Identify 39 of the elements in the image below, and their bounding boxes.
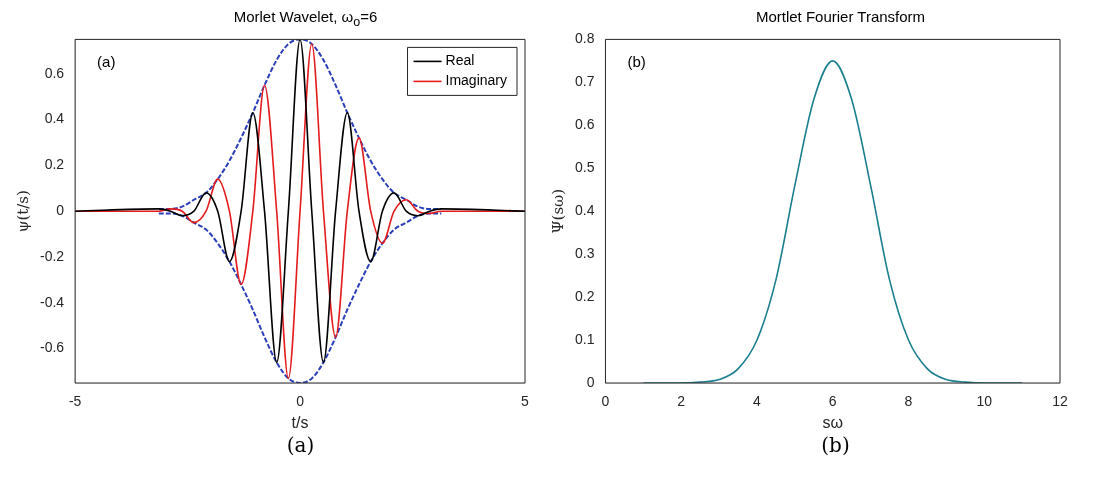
y-tick-label: 0.7 — [574, 73, 595, 90]
annotation: (b) — [626, 53, 646, 71]
line-series — [157, 212, 442, 383]
legend-label: Real — [445, 52, 474, 69]
x-tick-label: 2 — [676, 393, 685, 410]
y-tick-label: 0.6 — [44, 64, 64, 81]
y-tick-label: -0.6 — [39, 339, 64, 356]
y-tick-label: 0.4 — [574, 202, 595, 219]
y-tick-label: 0.2 — [44, 156, 64, 173]
y-axis-title: Ψ(sω) — [548, 188, 567, 234]
x-axis-title: sω — [821, 413, 843, 431]
annotation: (a) — [96, 53, 115, 71]
x-tick-label: 10 — [975, 393, 992, 410]
x-tick-label: 6 — [828, 393, 837, 410]
x-tick-label: 8 — [904, 393, 913, 410]
text: (b) — [820, 433, 850, 457]
y-tick-label: 0 — [55, 202, 64, 219]
y-tick-label: 0.2 — [574, 287, 595, 304]
y-axis-title: ψ(t/s) — [13, 190, 32, 233]
y-tick-label: -0.2 — [39, 247, 64, 264]
x-tick-label: 0 — [295, 393, 304, 410]
x-tick-label: -5 — [68, 393, 82, 410]
y-tick-label: -0.4 — [39, 293, 64, 310]
x-axis-title: t/s — [291, 413, 309, 431]
chart-title: Morlet Wavelet, ω$_{o}$=6 — [232, 8, 378, 29]
y-tick-label: 0.1 — [574, 330, 595, 347]
y-tick-label: 0.6 — [574, 116, 595, 133]
y-tick-label: 0 — [586, 373, 595, 390]
y-tick-label: 0.5 — [574, 159, 595, 176]
x-tick-label: 4 — [752, 393, 761, 410]
chart-title: Mortlet Fourier Transform — [754, 8, 926, 27]
text: (a) — [285, 433, 315, 457]
y-tick-label: 0.8 — [574, 30, 595, 47]
x-tick-label: 12 — [1051, 393, 1068, 410]
y-tick-label: 0.4 — [44, 110, 64, 127]
x-tick-label: 5 — [520, 393, 529, 410]
y-tick-label: 0.3 — [574, 245, 595, 262]
x-tick-label: 0 — [601, 393, 610, 410]
legend-label: Imaginary — [445, 72, 507, 89]
